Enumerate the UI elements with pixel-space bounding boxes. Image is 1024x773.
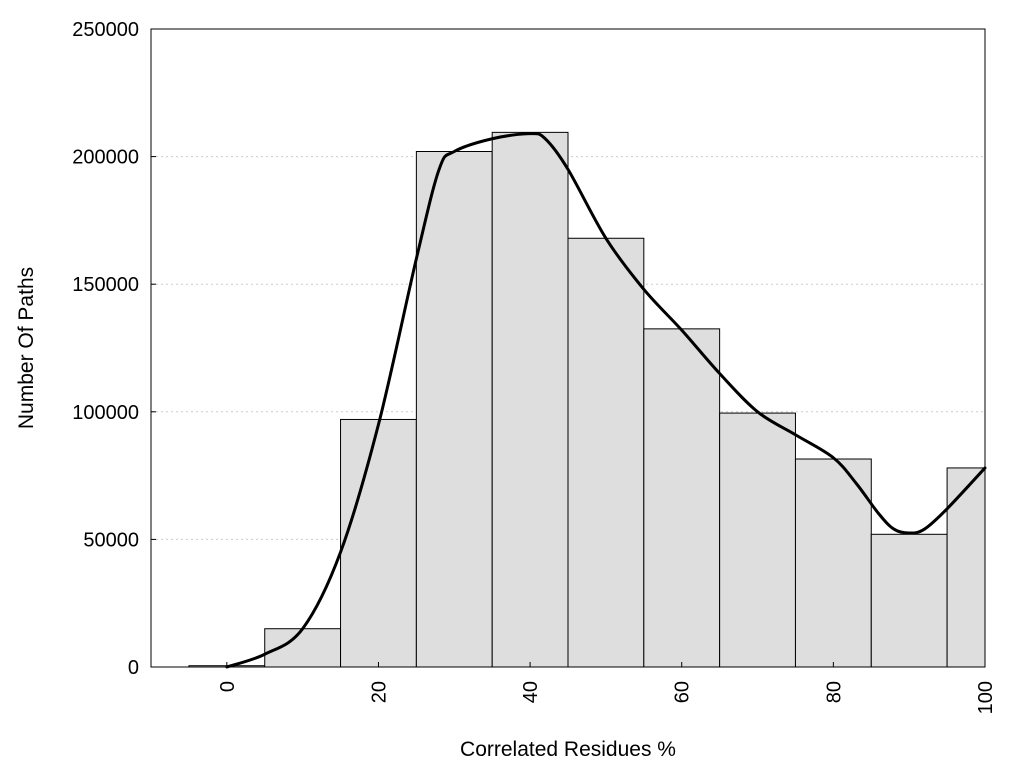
y-axis-title: Number Of Paths — [15, 267, 38, 429]
x-axis-title: Correlated Residues % — [460, 738, 676, 761]
y-tick-label-2: 100000 — [72, 402, 139, 424]
x-tick-label-3: 60 — [672, 681, 694, 703]
plot-frame — [150, 28, 986, 668]
density-curve — [225, 132, 987, 669]
x-tick-label-0: 0 — [217, 681, 239, 692]
bar-60 — [643, 328, 721, 668]
y-tick-label-0: 0 — [128, 657, 139, 679]
bar-50 — [567, 237, 645, 668]
x-tick-label-1: 20 — [368, 681, 390, 703]
bar-40 — [491, 131, 569, 668]
bar-70 — [719, 412, 796, 668]
y-tick-label-1: 50000 — [83, 529, 139, 551]
x-tick-label-2: 40 — [520, 681, 542, 703]
y-axis-ticks: 0 50000 100000 150000 200000 250000 — [72, 19, 156, 679]
y-tick-label-5: 250000 — [72, 19, 139, 41]
x-tick-label-4: 80 — [823, 681, 845, 703]
y-tick-label-4: 200000 — [72, 147, 139, 169]
histogram-bars — [188, 131, 986, 668]
bar-100 — [946, 467, 986, 668]
bar-20 — [340, 418, 417, 668]
y-tick-label-3: 150000 — [72, 274, 139, 296]
x-tick-label-5: 100 — [975, 681, 997, 714]
bar-90 — [870, 533, 948, 668]
bar-30 — [415, 150, 493, 668]
x-axis-ticks: 0 20 40 60 80 100 — [217, 662, 997, 714]
